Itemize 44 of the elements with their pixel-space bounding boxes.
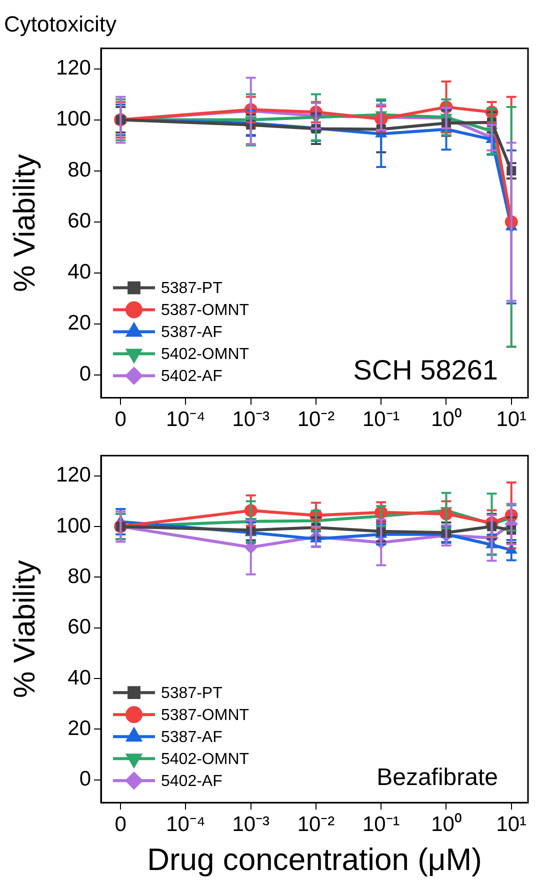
x-tick-label: 10⁻⁴: [166, 812, 206, 836]
y-tick-label: 60: [68, 616, 91, 639]
y-tick-label: 80: [68, 158, 91, 182]
legend-label: 5387-PT: [161, 685, 223, 702]
x-tick-label: 10⁻¹: [362, 812, 400, 836]
x-tick-label: 10⁻¹: [362, 408, 400, 432]
legend-label: 5387-OMNT: [161, 707, 250, 724]
x-tick-label: 10⁻³: [232, 408, 270, 432]
x-tick-label: 10⁻³: [232, 812, 270, 836]
y-tick-label: 120: [56, 464, 91, 487]
x-tick-label: 10⁰: [431, 812, 462, 836]
x-tick-label: 10¹: [496, 812, 527, 836]
legend-label: 5402-OMNT: [161, 346, 250, 364]
y-tick-label: 100: [56, 514, 91, 538]
legend-label: 5402-OMNT: [161, 751, 250, 768]
y-tick-label: 100: [56, 108, 91, 131]
x-tick-label: 0: [114, 812, 126, 836]
y-tick-label: 0: [79, 362, 91, 386]
x-tick-label: 10⁰: [431, 408, 462, 432]
y-axis-title: % Viability: [8, 154, 42, 292]
legend-label: 5387-AF: [161, 729, 223, 746]
annotation: SCH 58261: [353, 354, 498, 386]
y-tick-label: 40: [68, 666, 91, 690]
x-tick-label: 0: [114, 408, 126, 432]
legend-label: 5387-PT: [161, 280, 223, 298]
y-tick-label: 60: [68, 210, 91, 233]
y-tick-label: 20: [68, 716, 91, 740]
y-tick-label: 20: [68, 312, 91, 335]
x-tick-label: 10⁻²: [297, 408, 335, 432]
y-tick-label: 40: [68, 260, 91, 284]
legend-label: 5387-OMNT: [161, 302, 250, 320]
x-tick-label: 10⁻⁴: [166, 408, 206, 432]
x-tick-label: 10⁻²: [297, 812, 335, 836]
x-tick-label: 10¹: [496, 408, 527, 432]
legend-label: 5387-AF: [161, 324, 223, 342]
annotation: Bezafibrate: [376, 764, 498, 792]
x-axis-title: Drug concentration (μM): [147, 842, 482, 877]
y-axis-title: % Viability: [8, 560, 42, 698]
legend-label: 5402-AF: [161, 773, 223, 790]
legend-label: 5402-AF: [161, 368, 223, 386]
y-tick-label: 120: [56, 56, 91, 80]
y-tick-label: 80: [68, 564, 91, 588]
chart-title: Cytotoxicity: [4, 11, 116, 36]
y-tick-label: 0: [79, 768, 91, 791]
